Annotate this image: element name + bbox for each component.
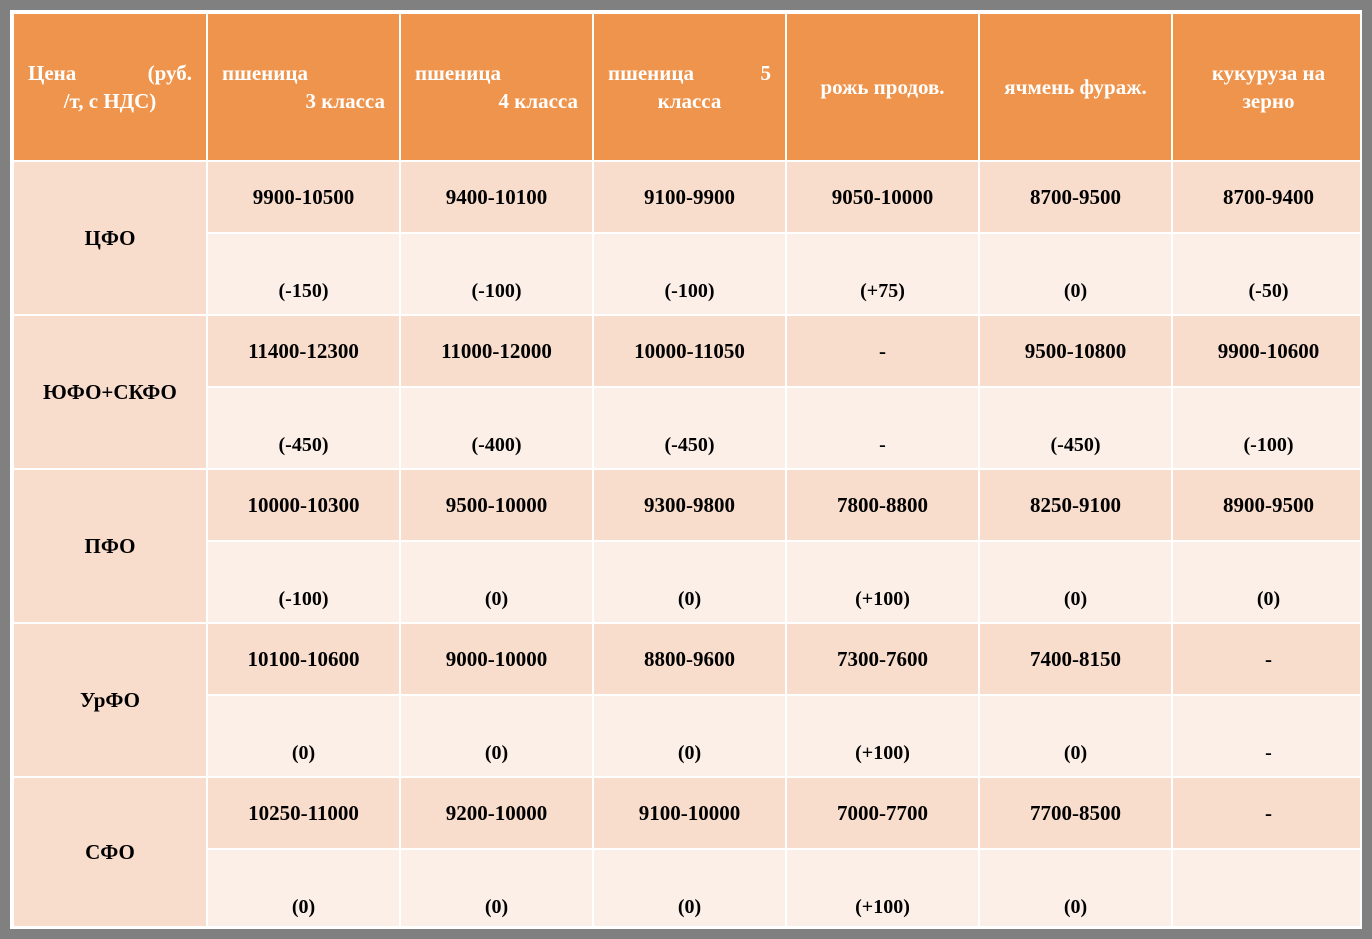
price-cell: - bbox=[1172, 777, 1362, 849]
hdr-corn-l2: зерно bbox=[1187, 87, 1350, 115]
region-name: ЦФО bbox=[13, 161, 207, 315]
table-row: ПФО10000-103009500-100009300-98007800-88… bbox=[13, 469, 1362, 541]
price-cell: 11400-12300 bbox=[207, 315, 400, 387]
delta-cell: (0) bbox=[979, 233, 1172, 315]
col-header-wheat4: пшеница 4 класса bbox=[400, 13, 593, 161]
table-row: (-450)(-400)(-450)-(-450)(-100) bbox=[13, 387, 1362, 469]
region-name: СФО bbox=[13, 777, 207, 927]
hdr-wheat5-l2: класса bbox=[608, 87, 771, 115]
price-cell: 10100-10600 bbox=[207, 623, 400, 695]
col-header-wheat3: пшеница 3 класса bbox=[207, 13, 400, 161]
price-cell: 8250-9100 bbox=[979, 469, 1172, 541]
price-cell: 9300-9800 bbox=[593, 469, 786, 541]
table-row: (0)(0)(0)(+100)(0)- bbox=[13, 695, 1362, 777]
table-row: (-150)(-100)(-100)(+75)(0)(-50) bbox=[13, 233, 1362, 315]
table-row: СФО10250-110009200-100009100-100007000-7… bbox=[13, 777, 1362, 849]
col-header-wheat5: пшеница 5 класса bbox=[593, 13, 786, 161]
price-cell: 9900-10500 bbox=[207, 161, 400, 233]
region-name: ЮФО+СКФО bbox=[13, 315, 207, 469]
header-row: Цена (руб. /т, с НДС) пшеница 3 класса п… bbox=[13, 13, 1362, 161]
hdr-price-l1-right: (руб. bbox=[148, 59, 192, 87]
region-name: ПФО bbox=[13, 469, 207, 623]
delta-cell: (0) bbox=[207, 695, 400, 777]
delta-cell: (0) bbox=[979, 541, 1172, 623]
delta-cell: (+100) bbox=[786, 695, 979, 777]
price-cell: 9400-10100 bbox=[400, 161, 593, 233]
col-header-price: Цена (руб. /т, с НДС) bbox=[13, 13, 207, 161]
price-cell: 9200-10000 bbox=[400, 777, 593, 849]
delta-cell: - bbox=[786, 387, 979, 469]
delta-cell: (0) bbox=[593, 541, 786, 623]
table-row: УрФО10100-106009000-100008800-96007300-7… bbox=[13, 623, 1362, 695]
price-cell: 7000-7700 bbox=[786, 777, 979, 849]
delta-cell: (0) bbox=[400, 849, 593, 927]
delta-cell: (-450) bbox=[207, 387, 400, 469]
delta-cell: (0) bbox=[593, 695, 786, 777]
delta-cell: (0) bbox=[400, 541, 593, 623]
delta-cell: (-100) bbox=[593, 233, 786, 315]
price-cell: - bbox=[1172, 623, 1362, 695]
price-cell: 10000-10300 bbox=[207, 469, 400, 541]
price-cell: 7300-7600 bbox=[786, 623, 979, 695]
col-header-rye: рожь продов. bbox=[786, 13, 979, 161]
price-cell: 9900-10600 bbox=[1172, 315, 1362, 387]
region-name: УрФО bbox=[13, 623, 207, 777]
price-cell: 9500-10800 bbox=[979, 315, 1172, 387]
price-cell: 8900-9500 bbox=[1172, 469, 1362, 541]
table-row: (-100)(0)(0)(+100)(0)(0) bbox=[13, 541, 1362, 623]
price-table: Цена (руб. /т, с НДС) пшеница 3 класса п… bbox=[12, 12, 1362, 928]
table-row: ЮФО+СКФО11400-1230011000-1200010000-1105… bbox=[13, 315, 1362, 387]
delta-cell: (-450) bbox=[593, 387, 786, 469]
delta-cell: (+100) bbox=[786, 849, 979, 927]
price-cell: 9000-10000 bbox=[400, 623, 593, 695]
delta-cell: - bbox=[1172, 695, 1362, 777]
price-cell: 7800-8800 bbox=[786, 469, 979, 541]
delta-cell: (0) bbox=[207, 849, 400, 927]
hdr-price-l1-left: Цена bbox=[28, 59, 76, 87]
price-cell: 11000-12000 bbox=[400, 315, 593, 387]
hdr-wheat5-l1-left: пшеница bbox=[608, 59, 694, 87]
hdr-wheat3-l1: пшеница bbox=[222, 59, 385, 87]
delta-cell: (0) bbox=[400, 695, 593, 777]
delta-cell: (-400) bbox=[400, 387, 593, 469]
table-row: (0)(0)(0)(+100)(0) bbox=[13, 849, 1362, 927]
hdr-corn-l1: кукуруза на bbox=[1187, 59, 1350, 87]
hdr-wheat3-l2: 3 класса bbox=[222, 87, 385, 115]
col-header-corn: кукуруза на зерно bbox=[1172, 13, 1362, 161]
delta-cell: (+75) bbox=[786, 233, 979, 315]
hdr-wheat4-l2: 4 класса bbox=[415, 87, 578, 115]
price-cell: 10000-11050 bbox=[593, 315, 786, 387]
price-cell: 8700-9400 bbox=[1172, 161, 1362, 233]
delta-cell: (-100) bbox=[400, 233, 593, 315]
price-cell: - bbox=[786, 315, 979, 387]
delta-cell: (0) bbox=[593, 849, 786, 927]
delta-cell: (0) bbox=[979, 849, 1172, 927]
hdr-wheat4-l1: пшеница bbox=[415, 59, 578, 87]
delta-cell: (-100) bbox=[207, 541, 400, 623]
price-cell: 9100-9900 bbox=[593, 161, 786, 233]
delta-cell: (+100) bbox=[786, 541, 979, 623]
delta-cell: (0) bbox=[979, 695, 1172, 777]
price-cell: 10250-11000 bbox=[207, 777, 400, 849]
price-cell: 9100-10000 bbox=[593, 777, 786, 849]
table-row: ЦФО9900-105009400-101009100-99009050-100… bbox=[13, 161, 1362, 233]
delta-cell: (-450) bbox=[979, 387, 1172, 469]
delta-cell: (0) bbox=[1172, 541, 1362, 623]
price-cell: 7700-8500 bbox=[979, 777, 1172, 849]
table-wrapper: Цена (руб. /т, с НДС) пшеница 3 класса п… bbox=[10, 10, 1362, 929]
col-header-barley: ячмень фураж. bbox=[979, 13, 1172, 161]
delta-cell: (-50) bbox=[1172, 233, 1362, 315]
table-body: ЦФО9900-105009400-101009100-99009050-100… bbox=[13, 161, 1362, 927]
hdr-wheat5-l1-right: 5 bbox=[761, 59, 772, 87]
hdr-price-l2: /т, с НДС) bbox=[28, 87, 192, 115]
price-cell: 9500-10000 bbox=[400, 469, 593, 541]
delta-cell bbox=[1172, 849, 1362, 927]
delta-cell: (-100) bbox=[1172, 387, 1362, 469]
delta-cell: (-150) bbox=[207, 233, 400, 315]
price-cell: 7400-8150 bbox=[979, 623, 1172, 695]
price-cell: 8800-9600 bbox=[593, 623, 786, 695]
price-cell: 8700-9500 bbox=[979, 161, 1172, 233]
price-cell: 9050-10000 bbox=[786, 161, 979, 233]
